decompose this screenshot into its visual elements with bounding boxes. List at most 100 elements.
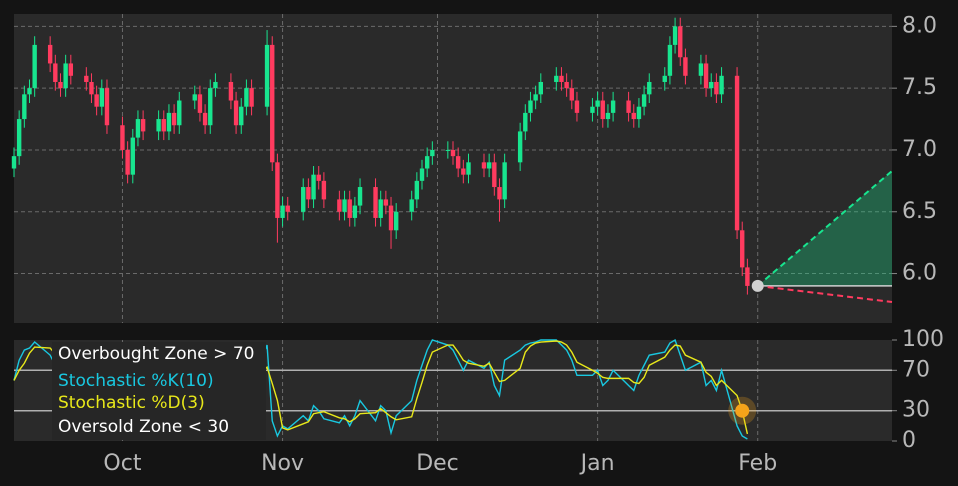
candle-body bbox=[347, 199, 352, 218]
candle-body bbox=[233, 100, 239, 126]
candle-body bbox=[714, 81, 719, 95]
stochastic-layer: Oct Nov Dec Jan Feb 0 30 70 100 bbox=[13, 327, 944, 476]
candle-body bbox=[409, 199, 414, 212]
candle-body bbox=[600, 100, 605, 120]
candle-body bbox=[502, 162, 507, 200]
candle-body bbox=[678, 26, 683, 58]
y-tick-label: 6.5 bbox=[902, 199, 937, 224]
candle-body bbox=[373, 187, 378, 218]
y-tick-label: 7.0 bbox=[902, 137, 937, 162]
candle-body bbox=[528, 100, 533, 113]
candle-body bbox=[135, 119, 141, 138]
candle-body bbox=[270, 44, 275, 163]
candle-body bbox=[177, 100, 182, 126]
legend-box bbox=[52, 342, 266, 440]
signal-dot bbox=[735, 403, 750, 418]
y-tick-label: 70 bbox=[902, 357, 930, 382]
candle-body bbox=[63, 63, 68, 89]
candle-body bbox=[740, 230, 745, 268]
candle-body bbox=[564, 81, 569, 89]
candle-body bbox=[84, 75, 89, 82]
candle-body bbox=[301, 187, 306, 212]
candle-body bbox=[481, 162, 487, 169]
candle-body bbox=[89, 81, 94, 95]
candle-body bbox=[486, 162, 492, 169]
candle-body bbox=[47, 44, 53, 64]
x-tick-label: Nov bbox=[261, 451, 304, 476]
candle-body bbox=[517, 131, 523, 163]
candle-body bbox=[492, 162, 497, 188]
candle-body bbox=[27, 88, 32, 95]
candle-body bbox=[32, 44, 37, 89]
candle-body bbox=[311, 174, 316, 200]
projection-start bbox=[751, 279, 764, 292]
candle-body bbox=[99, 88, 104, 107]
candle-body bbox=[523, 112, 528, 132]
candle-body bbox=[424, 156, 430, 169]
candle-body bbox=[466, 162, 471, 175]
candle-body bbox=[745, 267, 750, 286]
candle-body bbox=[239, 106, 244, 126]
candle-body bbox=[357, 187, 363, 206]
candle-body bbox=[605, 112, 611, 120]
candle-body bbox=[662, 75, 667, 82]
candle-body bbox=[22, 94, 27, 120]
candle-body bbox=[197, 94, 203, 113]
y-tick-label: 0 bbox=[902, 428, 916, 453]
candle-body bbox=[192, 94, 197, 101]
price-panel bbox=[14, 14, 892, 323]
legend-entry: Oversold Zone < 30 bbox=[58, 417, 229, 437]
candle-body bbox=[683, 57, 688, 76]
candle-body bbox=[667, 44, 673, 76]
candle-body bbox=[430, 149, 435, 157]
candle-body bbox=[569, 88, 574, 101]
y-tick-label: 100 bbox=[902, 327, 944, 352]
candle-body bbox=[342, 199, 347, 212]
candle-body bbox=[130, 137, 135, 175]
candle-body bbox=[455, 156, 461, 169]
candle-body bbox=[719, 75, 724, 95]
candle-body bbox=[450, 149, 456, 157]
candle-body bbox=[58, 81, 63, 89]
candle-body bbox=[264, 44, 270, 107]
candle-body bbox=[734, 75, 740, 231]
candle-body bbox=[383, 199, 389, 206]
candle-body bbox=[631, 112, 636, 120]
candle-body bbox=[419, 168, 425, 181]
x-tick-label: Oct bbox=[103, 451, 141, 476]
candle-body bbox=[249, 88, 254, 107]
legend-entry: Overbought Zone > 70 bbox=[58, 344, 254, 364]
candle-body bbox=[559, 75, 564, 82]
candle-body bbox=[161, 119, 166, 132]
candle-body bbox=[228, 81, 234, 101]
candle-body bbox=[104, 88, 110, 126]
price-layer: 6.0 6.5 7.0 7.5 8.0 bbox=[11, 13, 937, 323]
candle-body bbox=[672, 26, 678, 45]
candle-body bbox=[316, 174, 321, 181]
candle-body bbox=[641, 94, 647, 107]
y-tick-label: 7.5 bbox=[902, 75, 937, 100]
y-tick-label: 6.0 bbox=[902, 261, 937, 286]
candle-body bbox=[94, 94, 99, 107]
candle-body bbox=[11, 156, 17, 169]
candle-body bbox=[352, 205, 358, 218]
projection-low bbox=[757, 284, 893, 303]
candle-body bbox=[125, 149, 130, 175]
x-tick-label: Dec bbox=[416, 451, 459, 476]
candle-body bbox=[140, 119, 146, 132]
candle-body bbox=[285, 205, 290, 212]
candle-body bbox=[337, 199, 342, 212]
candle-body bbox=[208, 88, 213, 126]
candle-body bbox=[280, 205, 285, 218]
candle-body bbox=[244, 88, 249, 107]
candle-body bbox=[321, 180, 327, 200]
y-tick-label: 8.0 bbox=[902, 13, 937, 38]
legend-entry: Stochastic %K(10) bbox=[58, 371, 214, 391]
candle-body bbox=[590, 106, 595, 113]
candle-body bbox=[703, 63, 709, 89]
legend: Overbought Zone > 70 Stochastic %K(10)Sto… bbox=[52, 342, 266, 440]
candle-body bbox=[306, 187, 311, 200]
candle-body bbox=[554, 75, 559, 82]
